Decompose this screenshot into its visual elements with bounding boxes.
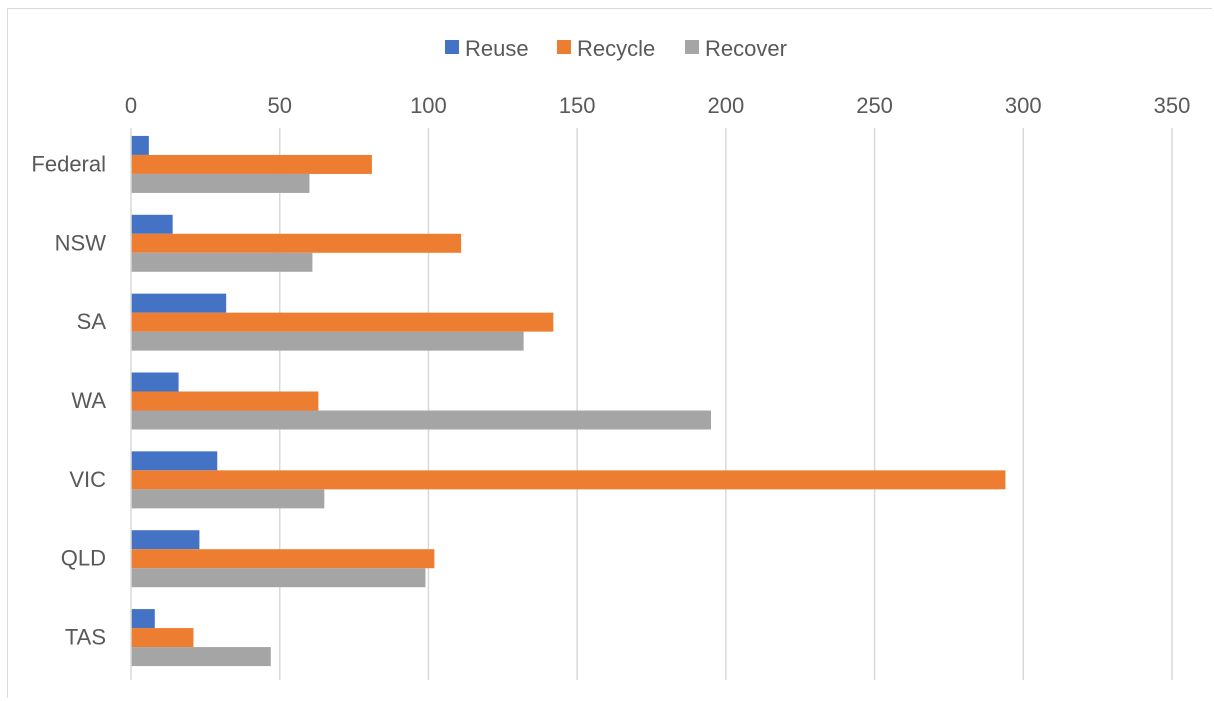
bar-reuse-wa (131, 373, 179, 392)
category-label: SA (77, 309, 107, 334)
legend-label: Reuse (465, 36, 529, 61)
bar-recycle-federal (131, 155, 372, 174)
bar-recover-qld (131, 568, 425, 587)
bar-recover-wa (131, 411, 711, 430)
legend-swatch (685, 40, 699, 54)
category-group-wa (131, 373, 711, 430)
legend-item-recover: Recover (685, 36, 787, 61)
category-labels: Federal NSW SA WA VIC QLD TAS (31, 151, 106, 649)
bar-recycle-nsw (131, 234, 461, 253)
category-label: NSW (55, 230, 107, 255)
legend-item-recycle: Recycle (557, 36, 655, 61)
x-tick-label: 150 (559, 93, 596, 118)
category-label: TAS (65, 625, 106, 650)
category-group-qld (131, 530, 434, 587)
legend-swatch (557, 40, 571, 54)
x-tick-label: 0 (125, 93, 137, 118)
legend-label: Recover (705, 36, 787, 61)
bar-recover-tas (131, 647, 271, 666)
x-tick-label: 350 (1154, 93, 1191, 118)
x-tick-label: 50 (267, 93, 291, 118)
legend: Reuse Recycle Recover (445, 36, 787, 61)
category-group-nsw (131, 215, 461, 272)
bar-reuse-tas (131, 609, 155, 628)
category-label: WA (71, 388, 106, 413)
category-group-federal (131, 136, 372, 193)
category-label: VIC (69, 467, 106, 492)
bar-reuse-nsw (131, 215, 173, 234)
bar-recover-nsw (131, 253, 312, 272)
bar-reuse-qld (131, 530, 199, 549)
bar-recycle-qld (131, 549, 434, 568)
bar-reuse-vic (131, 451, 217, 470)
category-label: Federal (31, 151, 106, 176)
category-label: QLD (61, 546, 106, 571)
bar-recover-federal (131, 174, 309, 193)
x-tick-label: 100 (410, 93, 447, 118)
x-tick-label: 200 (707, 93, 744, 118)
bar-reuse-federal (131, 136, 149, 155)
legend-swatch (445, 40, 459, 54)
x-tick-label: 300 (1005, 93, 1042, 118)
category-group-tas (131, 609, 271, 666)
bar-reuse-sa (131, 294, 226, 313)
category-group-sa (131, 294, 553, 351)
legend-label: Recycle (577, 36, 655, 61)
bar-recycle-tas (131, 628, 193, 647)
x-tick-label: 250 (856, 93, 893, 118)
x-axis-tick-labels: 0 50 100 150 200 250 300 350 (125, 93, 1190, 118)
bar-recycle-sa (131, 313, 553, 332)
bar-recycle-wa (131, 392, 318, 411)
bar-recover-sa (131, 332, 524, 351)
bar-recycle-vic (131, 470, 1005, 489)
bar-recover-vic (131, 489, 324, 508)
gridlines (280, 128, 1172, 680)
legend-item-reuse: Reuse (445, 36, 529, 61)
